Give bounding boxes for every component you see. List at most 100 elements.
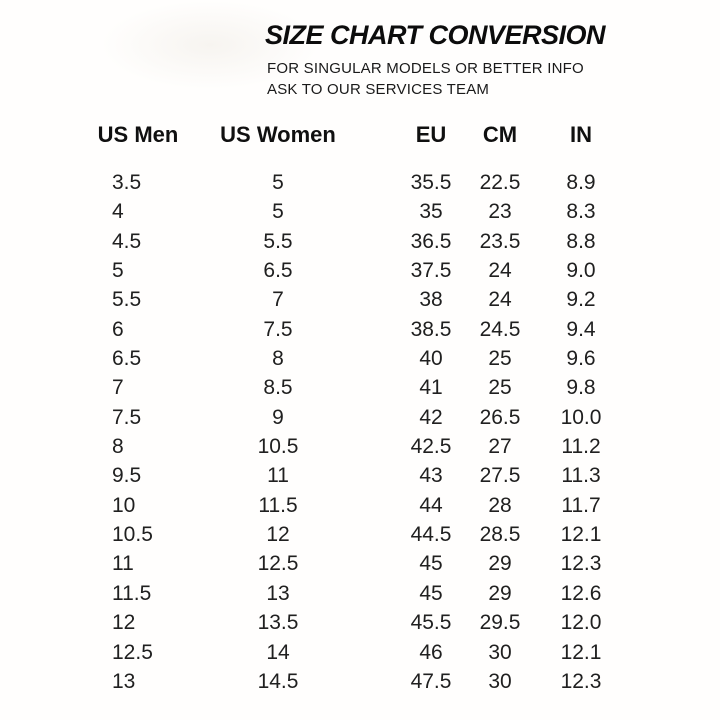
page-title: SIZE CHART CONVERSION bbox=[265, 20, 606, 50]
table-cell: 43 bbox=[419, 464, 443, 488]
table-cell: 10.5 bbox=[112, 523, 153, 547]
table-cell: 38.5 bbox=[410, 317, 452, 341]
table-column-cm: CM 22.5 23 23.5 24 24 24.5 25 25 26.5 27 27.5 28 28.5… bbox=[430, 120, 570, 696]
table-cell: 44.5 bbox=[410, 523, 452, 547]
table-cell: 45 bbox=[419, 581, 443, 605]
table-cell: 7.5 bbox=[112, 405, 142, 429]
table-cell: 24 bbox=[488, 259, 512, 283]
table-cell: 5.5 bbox=[263, 229, 293, 253]
table-cell: 30 bbox=[488, 669, 512, 693]
column-header: US Men bbox=[97, 122, 179, 147]
table-cell: 13.5 bbox=[257, 611, 299, 635]
table-cell: 11.5 bbox=[258, 493, 298, 517]
table-cell: 8.5 bbox=[263, 376, 293, 400]
table-cell: 6.5 bbox=[263, 259, 293, 283]
table-cell: 11.3 bbox=[561, 464, 601, 488]
table-cell: 23 bbox=[488, 200, 512, 224]
column-header: US Women bbox=[220, 122, 336, 147]
table-cell: 38 bbox=[419, 288, 443, 312]
table-cell: 5 bbox=[112, 259, 124, 283]
table-cell: 22.5 bbox=[479, 171, 521, 194]
table-cell: 7 bbox=[272, 288, 284, 312]
table-cell: 5.5 bbox=[112, 288, 142, 312]
column-header: CM bbox=[482, 122, 518, 147]
table-cell: 29 bbox=[488, 552, 512, 576]
table-cell: 25 bbox=[488, 347, 512, 371]
table-cell: 12.3 bbox=[560, 552, 602, 576]
table-cell: 10 bbox=[112, 493, 136, 517]
table-column-in: IN 8.9 8.3 8.8 9.0 9.2 9.4 9.6 9.8 10.0 11.2 11.3 11… bbox=[511, 120, 651, 696]
table-cell: 27.5 bbox=[479, 464, 521, 488]
table-cell: 41 bbox=[419, 376, 443, 400]
table-cell: 12 bbox=[266, 523, 290, 547]
table-cell: 4 bbox=[112, 200, 124, 224]
table-cell: 27 bbox=[488, 435, 512, 459]
table-cell: 13 bbox=[266, 581, 290, 605]
table-cell: 14.5 bbox=[257, 669, 299, 693]
table-cell: 12.5 bbox=[257, 552, 299, 576]
table-cell: 29.5 bbox=[479, 611, 521, 635]
table-cell: 28.5 bbox=[479, 523, 521, 547]
table-cell: 5 bbox=[272, 171, 284, 194]
table-cell: 9.2 bbox=[566, 288, 596, 312]
table-cell: 11.2 bbox=[561, 435, 601, 459]
table-cell: 26.5 bbox=[479, 405, 521, 429]
table-cell: 12.1 bbox=[560, 523, 602, 547]
table-cell: 28 bbox=[488, 493, 512, 517]
table-cell: 9.0 bbox=[566, 259, 596, 283]
table-cell: 11.7 bbox=[561, 493, 601, 517]
table-column-us-men: US Men 3.5 4 4.5 5 5.5 6 6.5 7 7.5 8 9.5 10 10.5 11 11.… bbox=[68, 120, 208, 696]
table-cell: 5 bbox=[272, 200, 284, 224]
table-cell: 37.5 bbox=[410, 259, 452, 283]
table-cell: 9.8 bbox=[566, 376, 596, 400]
table-cell: 7.5 bbox=[263, 317, 293, 341]
table-cell: 45 bbox=[419, 552, 443, 576]
table-cell: 11.5 bbox=[112, 581, 152, 605]
table-cell: 8.9 bbox=[566, 171, 596, 194]
table-cell: 45.5 bbox=[410, 611, 452, 635]
table-column-us-women: US Women 5 5 5.5 6.5 7 7.5 8 8.5 9 10.5 11 11.5 12 12.… bbox=[208, 120, 348, 696]
table-cell: 3.5 bbox=[112, 171, 142, 194]
table-cell: 14 bbox=[266, 640, 290, 664]
table-cell: 8.8 bbox=[566, 229, 596, 253]
table-cell: 4.5 bbox=[112, 229, 142, 253]
table-cell: 35.5 bbox=[410, 171, 452, 194]
table-cell: 12.0 bbox=[560, 611, 602, 635]
table-cell: 11 bbox=[112, 552, 134, 576]
table-cell: 25 bbox=[488, 376, 512, 400]
table-cell: 29 bbox=[488, 581, 512, 605]
table-cell: 8 bbox=[112, 435, 124, 459]
table-cell: 42.5 bbox=[410, 435, 452, 459]
column-header: IN bbox=[570, 122, 592, 147]
table-cell: 8 bbox=[272, 347, 284, 371]
table-cell: 6.5 bbox=[112, 347, 142, 371]
table-cell: 36.5 bbox=[410, 229, 452, 253]
table-cell: 47.5 bbox=[410, 669, 452, 693]
table-cell: 10.5 bbox=[257, 435, 299, 459]
table-cell: 23.5 bbox=[479, 229, 521, 253]
table-cell: 9.5 bbox=[112, 464, 142, 488]
table-cell: 12.6 bbox=[560, 581, 602, 605]
table-column-eu: EU 35.5 35 36.5 37.5 38 38.5 40 41 42 42.5 43 44 44.5… bbox=[361, 120, 501, 696]
table-cell: 24.5 bbox=[479, 317, 521, 341]
subtitle-line-2: ASK TO OUR SERVICES TEAM bbox=[267, 81, 490, 98]
table-cell: 13 bbox=[112, 669, 136, 693]
table-cell: 44 bbox=[419, 493, 443, 517]
table-cell: 11 bbox=[267, 464, 289, 488]
table-cell: 24 bbox=[488, 288, 512, 312]
table-cell: 40 bbox=[419, 347, 443, 371]
table-cell: 12 bbox=[112, 611, 136, 635]
table-cell: 9.6 bbox=[566, 347, 596, 371]
table-cell: 12.1 bbox=[560, 640, 602, 664]
table-cell: 6 bbox=[112, 317, 124, 341]
table-cell: 7 bbox=[112, 376, 124, 400]
table-cell: 46 bbox=[419, 640, 443, 664]
table-cell: 35 bbox=[419, 200, 443, 224]
table-cell: 10.0 bbox=[560, 405, 602, 429]
subtitle-line-1: FOR SINGULAR MODELS OR BETTER INFO bbox=[267, 60, 584, 77]
column-header: EU bbox=[415, 122, 447, 147]
table-cell: 42 bbox=[419, 405, 443, 429]
table-cell: 9.4 bbox=[566, 317, 596, 341]
